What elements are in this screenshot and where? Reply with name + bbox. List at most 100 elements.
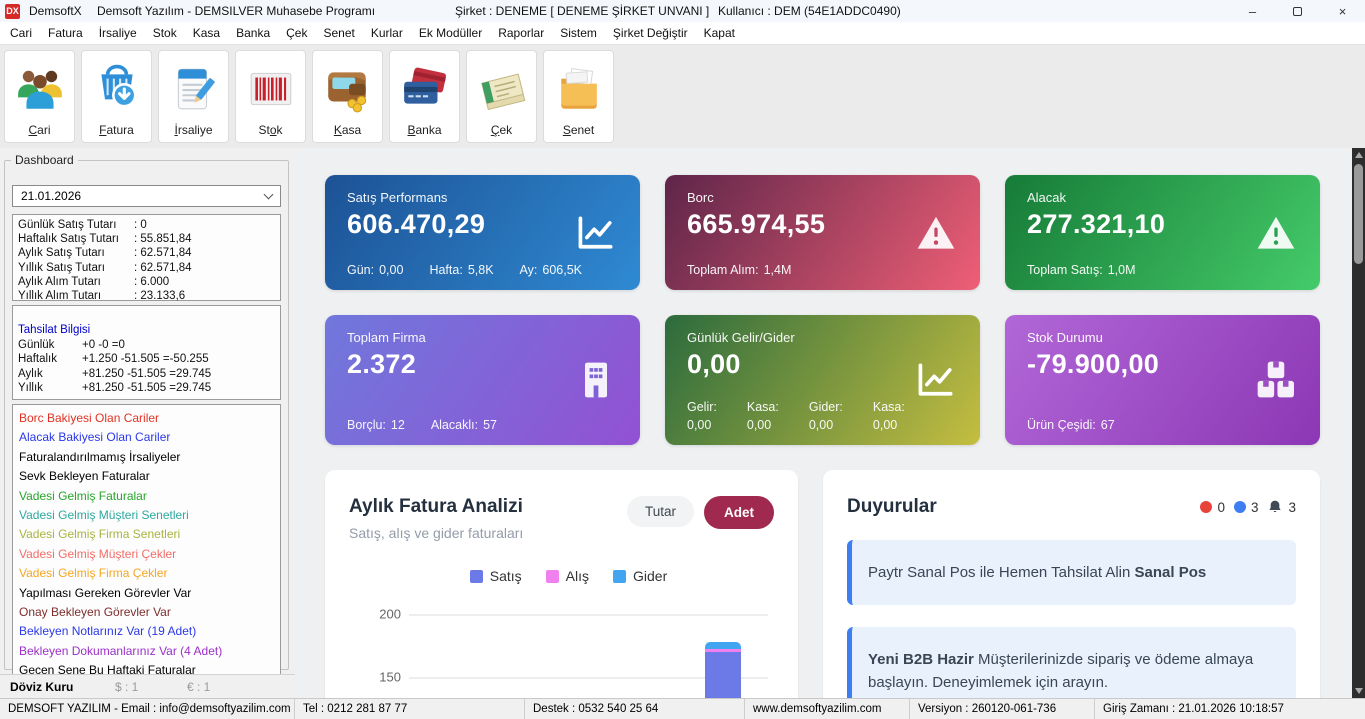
sidebar-link-vadesi-gelmi-firma-ekler[interactable]: Vadesi Gelmiş Firma Çekler <box>19 566 168 581</box>
close-button[interactable]: × <box>1320 0 1365 22</box>
blue-dot <box>1233 501 1246 513</box>
legend-label: Gider <box>633 568 668 584</box>
sidebar-link-yap-lmas-gereken-g-revler-var[interactable]: Yapılması Gereken Görevler Var <box>19 585 192 600</box>
badge-blue-dot: 3 <box>1233 500 1258 515</box>
y-tick-label: 200 <box>379 606 401 622</box>
sidebar-link-vadesi-gelmi-m-teri-senetleri[interactable]: Vadesi Gelmiş Müşteri Senetleri <box>19 508 189 523</box>
toolbar-stok[interactable]: Stok <box>235 50 306 143</box>
tahsilat-row: Yıllık +81.250 -51.505 =29.745 <box>18 381 275 395</box>
sidebar-link-alacak-bakiyesi-olan-cariler[interactable]: Alacak Bakiyesi Olan Cariler <box>19 430 171 445</box>
sales-stat-row: Aylık Satış Tutarı: 62.571,84 <box>18 246 275 260</box>
card-footer: Gelir: 0,00 Kasa: 0,00 Gider: 0,00 Kasa: 0,00 <box>687 400 958 432</box>
stat-value: : 23.133,6 <box>134 290 186 303</box>
sidebar-link-bekleyen-notlar-n-z-var-19-adet[interactable]: Bekleyen Notlarınız Var (19 Adet) <box>19 624 197 639</box>
menu-item-stok[interactable]: Stok <box>152 26 177 40</box>
menu-item-kurlar[interactable]: Kurlar <box>370 26 403 40</box>
card-title: Günlük Gelir/Gider <box>687 330 795 345</box>
stat-label: Yıllık Satış Tutarı <box>18 261 105 274</box>
footer-stat-label: Gün: <box>347 263 375 277</box>
menu-item-kasa[interactable]: Kasa <box>192 26 221 40</box>
tahsilat-row: Aylık +81.250 -51.505 =29.745 <box>18 367 275 381</box>
sidebar-link-gecen-sene-bu-haftaki-faturalar[interactable]: Gecen Sene Bu Haftaki Faturalar <box>19 663 196 678</box>
toggle-adet[interactable]: Adet <box>704 496 774 529</box>
footer-stat-label: Gelir: <box>687 400 717 414</box>
scroll-down-icon[interactable] <box>1354 688 1363 694</box>
footer-stat-label: Kasa: <box>746 400 779 414</box>
sidebar-link-onay-bekleyen-g-revler-var[interactable]: Onay Bekleyen Görevler Var <box>19 605 171 620</box>
announcement-item-1[interactable]: Paytr Sanal Pos ile Hemen Tahsilat Alin … <box>847 540 1296 605</box>
menu-item-senet[interactable]: Senet <box>323 26 355 40</box>
app-name: DemsoftX <box>29 4 82 18</box>
sidebar-link-vadesi-gelmi-m-teri-ekler[interactable]: Vadesi Gelmiş Müşteri Çekler <box>19 546 177 561</box>
menu-item-ek[interactable]: Çek <box>286 26 308 40</box>
toolbar-i-rsaliye[interactable]: İrsaliye <box>158 50 229 143</box>
sidebar-link-sevk-bekleyen-faturalar[interactable]: Sevk Bekleyen Faturalar <box>19 469 150 484</box>
menu-item-sistem[interactable]: Sistem <box>560 26 597 40</box>
tahsilat-box: Tahsilat Bilgisi Günlük +0 -0 =0 Haftalık +… <box>12 305 281 400</box>
menu-item-fatura[interactable]: Fatura <box>48 26 83 40</box>
sidebar-link-vadesi-gelmi-faturalar[interactable]: Vadesi Gelmiş Faturalar <box>19 488 147 503</box>
tahsilat-row-value: +81.250 -51.505 =29.745 <box>82 381 212 394</box>
toolbar-kasa[interactable]: Kasa <box>312 50 383 143</box>
card-footer-stat: Alacaklı: 57 <box>431 418 497 432</box>
card-g-nl-k-gelir-gider: Günlük Gelir/Gider 0,00 Gelir: 0,00 Kasa: 0,0… <box>665 315 980 445</box>
menu-item-irket-de-i-tir[interactable]: Şirket Değiştir <box>612 26 688 40</box>
main-scrollbar[interactable] <box>1352 148 1365 698</box>
tahsilat-row-value: +1.250 -51.505 =-50.255 <box>82 353 209 366</box>
red-dot <box>1200 501 1213 513</box>
stat-label: Haftalık Satış Tutarı <box>18 233 119 246</box>
scrollbar-thumb[interactable] <box>1354 164 1363 264</box>
minimize-button[interactable]: – <box>1230 0 1275 22</box>
stacked-bar[interactable] <box>705 641 741 698</box>
card-footer-stat: Ay: 606,5K <box>520 263 582 277</box>
menu-item-kapat[interactable]: Kapat <box>703 26 735 40</box>
sales-stats-box: Günlük Satış Tutarı: 0 Haftalık Satış Tut… <box>12 214 281 303</box>
scroll-up-icon[interactable] <box>1354 152 1363 158</box>
line-chart-icon <box>914 358 958 402</box>
menu-bar: Cari Fatura İrsaliye Stok Kasa Banka Çek Senet K… <box>0 22 1365 44</box>
toolbar-label: İrsaliye <box>174 123 213 137</box>
sidebar-link-borc-bakiyesi-olan-cariler[interactable]: Borc Bakiyesi Olan Cariler <box>19 411 160 425</box>
toggle-tutar[interactable]: Tutar <box>626 496 694 527</box>
footer-stat-label: Toplam Alım: <box>687 263 759 277</box>
toolbar-ek[interactable]: Çek <box>466 50 537 143</box>
announcements-card: Duyurular 0 3 3 Paytr Sanal Pos ile Hemen … <box>823 470 1320 698</box>
card-footer-stat: Ürün Çeşidi: 67 <box>1027 418 1115 432</box>
card-title: Toplam Firma <box>347 330 426 345</box>
menu-item-banka[interactable]: Banka <box>236 26 271 40</box>
tahsilat-row-value: +0 -0 =0 <box>82 339 125 352</box>
menu-item-ek-mod-ller[interactable]: Ek Modüller <box>418 26 483 40</box>
toolbar-banka[interactable]: Banka <box>389 50 460 143</box>
toolbar-label: Cari <box>28 123 51 137</box>
stat-label: Günlük Satış Tutarı <box>18 219 117 231</box>
card-footer: Gün: 0,00 Hafta: 5,8K Ay: 606,5K <box>347 263 618 277</box>
card-footer: Toplam Satış: 1,0M <box>1027 263 1298 277</box>
toolbar-fatura[interactable]: Fatura <box>81 50 152 143</box>
menu-item-raporlar[interactable]: Raporlar <box>498 26 545 40</box>
warning-icon <box>1254 211 1298 255</box>
announcement-item-2[interactable]: Yeni B2B Hazir Müşterilerinizde sipariş … <box>847 627 1296 698</box>
card-value: 277.321,10 <box>1027 209 1166 239</box>
sidebar-link-faturaland-r-lmam-i-rsaliyeler[interactable]: Faturalandırılmamış İrsaliyeler <box>19 449 181 464</box>
toolbar-senet[interactable]: Senet <box>543 50 614 143</box>
app-logo-icon: DX <box>5 3 20 19</box>
legend-item-gider: Gider <box>613 568 667 584</box>
chart-subtitle: Satış, alış ve gider faturaları <box>349 525 524 541</box>
bar-segment-gider <box>705 641 741 650</box>
close-icon: × <box>1338 3 1347 19</box>
chart-plot: 200 150 <box>379 607 768 698</box>
barcode-icon <box>245 60 297 118</box>
sales-stat-row: Aylık Alım Tutarı: 6.000 <box>18 275 275 289</box>
toolbar-cari[interactable]: Cari <box>4 50 75 143</box>
footer-stat-label: Ay: <box>519 263 538 277</box>
date-dropdown[interactable]: 21.01.2026 <box>12 185 281 207</box>
sidebar-link-vadesi-gelmi-firma-senetleri[interactable]: Vadesi Gelmiş Firma Senetleri <box>19 527 181 542</box>
maximize-button[interactable] <box>1275 0 1320 22</box>
sidebar-link-bekleyen-dokumanlar-n-z-var-4-adet[interactable]: Bekleyen Dokumanlarınız Var (4 Adet) <box>19 643 223 658</box>
wallet-icon <box>322 60 374 118</box>
invoice-analysis-card: Aylık Fatura Analizi Satış, alış ve gide… <box>325 470 798 698</box>
menu-item-i-rsaliye[interactable]: İrsaliye <box>98 26 137 40</box>
sat-swatch-icon <box>469 569 483 583</box>
dashboard-groupbox: Dashboard 21.01.2026 Günlük Satış Tutarı… <box>4 153 289 677</box>
menu-item-cari[interactable]: Cari <box>10 26 33 40</box>
